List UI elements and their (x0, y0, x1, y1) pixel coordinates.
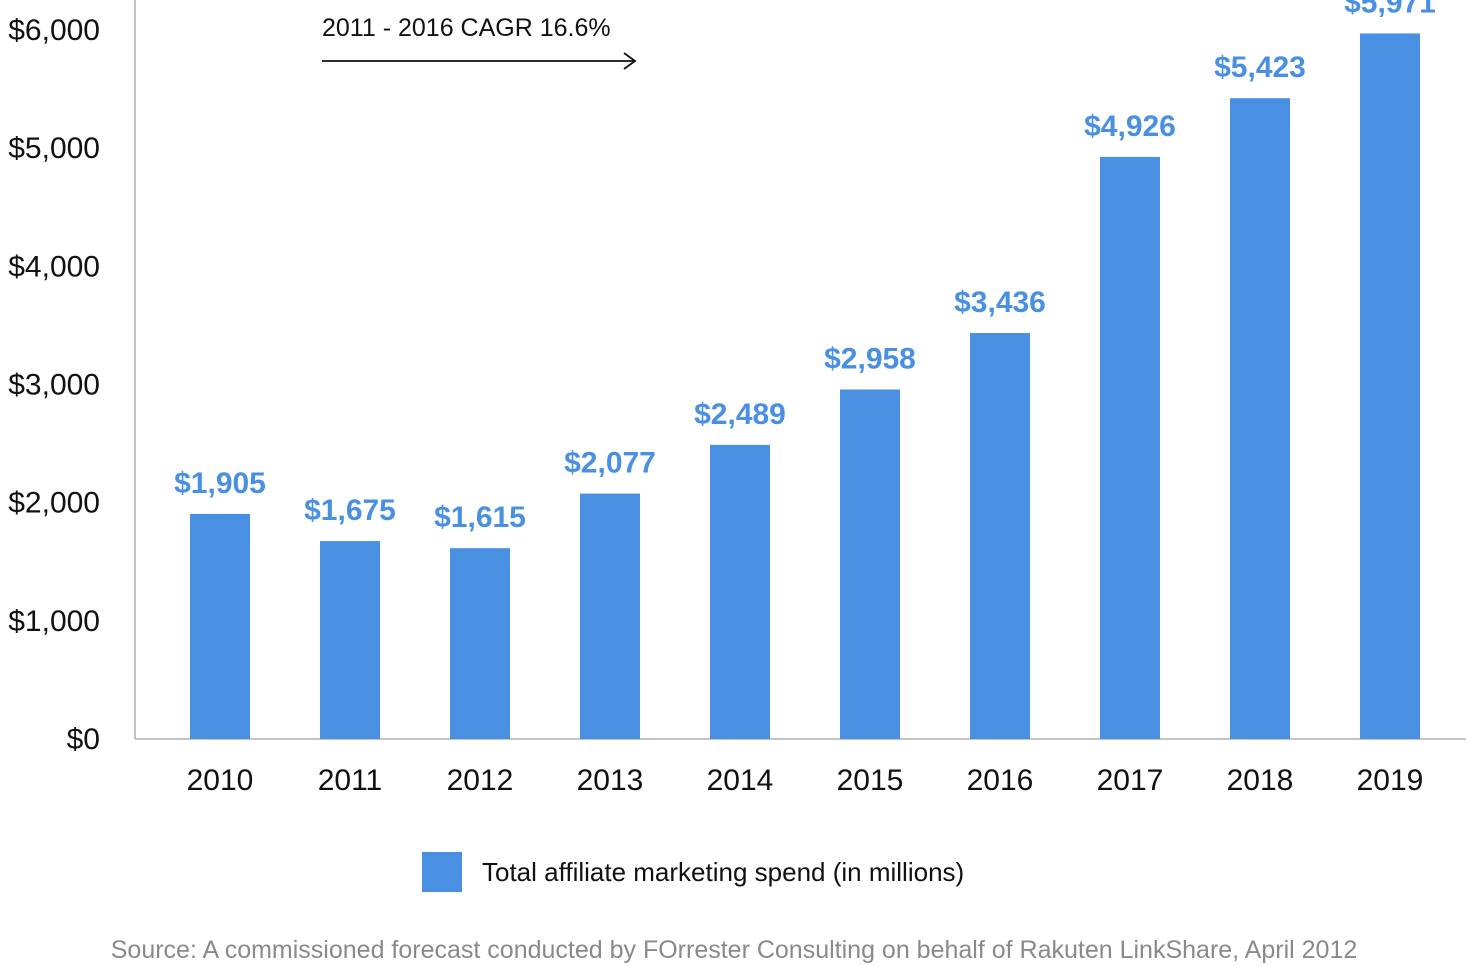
legend-label: Total affiliate marketing spend (in mill… (482, 857, 964, 887)
data-label: $2,489 (694, 398, 786, 431)
y-tick-label: $4,000 (8, 250, 100, 283)
x-tick-label: 2010 (187, 764, 254, 797)
bar (840, 389, 900, 739)
data-label: $2,077 (564, 447, 656, 480)
arrow-right-icon (322, 52, 637, 70)
bar (1230, 98, 1290, 739)
y-tick-label: $1,000 (8, 605, 100, 638)
data-label: $1,615 (434, 501, 526, 534)
x-tick-label: 2015 (837, 764, 904, 797)
source-note: Source: A commissioned forecast conducte… (111, 936, 1358, 964)
x-axis-ticks: 2010 2011 2012 2013 2014 2015 2016 2017 2018 2019 (187, 764, 1424, 797)
y-tick-label: $3,000 (8, 369, 100, 402)
y-axis-ticks: $0 $1,000 $2,000 $3,000 $4,000 $5,000 $6,000 (8, 14, 100, 756)
y-tick-label: $5,000 (8, 132, 100, 165)
x-tick-label: 2017 (1097, 764, 1164, 797)
data-label: $5,971 (1344, 0, 1436, 19)
x-tick-label: 2011 (318, 764, 383, 797)
y-tick-label: $6,000 (8, 14, 100, 47)
x-tick-label: 2018 (1227, 764, 1294, 797)
bar (1100, 156, 1160, 739)
data-label: $2,958 (824, 342, 916, 375)
x-tick-label: 2013 (577, 764, 644, 797)
x-tick-label: 2019 (1357, 764, 1424, 797)
data-label: $1,905 (174, 467, 266, 500)
y-tick-label: $0 (67, 723, 100, 756)
bar (320, 541, 380, 739)
x-tick-label: 2016 (967, 764, 1034, 797)
legend-swatch (422, 852, 462, 892)
bar (1360, 33, 1420, 740)
y-tick-label: $2,000 (8, 487, 100, 520)
bar (970, 332, 1030, 739)
cagr-annotation: 2011 - 2016 CAGR 16.6% (322, 14, 611, 42)
bar (190, 513, 250, 739)
data-label: $3,436 (954, 286, 1046, 319)
data-label: $1,675 (304, 494, 396, 527)
data-label: $4,926 (1084, 110, 1176, 143)
bar (710, 444, 770, 739)
x-tick-label: 2012 (447, 764, 514, 797)
data-label: $5,423 (1214, 51, 1306, 84)
bar-series (190, 33, 1420, 740)
x-tick-label: 2014 (707, 764, 774, 797)
data-labels: $1,905 $1,675 $1,615 $2,077 $2,489 $2,958 $3,4… (174, 0, 1436, 534)
bar (450, 548, 510, 739)
bar (580, 493, 640, 739)
legend: Total affiliate marketing spend (in mill… (422, 852, 964, 892)
